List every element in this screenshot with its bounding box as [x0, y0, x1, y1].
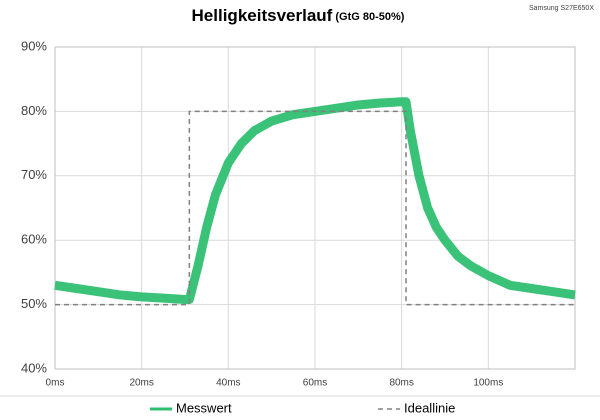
x-tick-label: 80ms: [389, 378, 413, 389]
y-tick-label: 50%: [21, 296, 47, 311]
series-line: [54, 97, 576, 304]
legend-label: Messwert: [176, 400, 232, 415]
y-tick-label: 80%: [21, 103, 47, 118]
x-tick-label: 20ms: [129, 378, 153, 389]
x-tick-label: 0ms: [46, 378, 65, 389]
annotation: Samsung S27E650X: [529, 5, 594, 12]
x-tick-label: 100ms: [473, 378, 503, 389]
plot-frame: [54, 46, 576, 370]
chart-subtitle: (GtG 80-50%): [335, 11, 404, 23]
y-tick-label: 40%: [21, 360, 47, 375]
chart-title-group: Helligkeitsverlauf (GtG 80-50%): [192, 6, 405, 25]
x-tick-label: 60ms: [303, 378, 327, 389]
chart-title: Helligkeitsverlauf: [192, 6, 333, 25]
y-tick-label: 90%: [21, 38, 47, 53]
y-tick-label: 60%: [21, 232, 47, 247]
x-tick-label: 40ms: [216, 378, 240, 389]
series-line: [55, 110, 575, 306]
y-tick-label: 70%: [21, 167, 47, 182]
legend-label: Ideallinie: [404, 400, 455, 415]
